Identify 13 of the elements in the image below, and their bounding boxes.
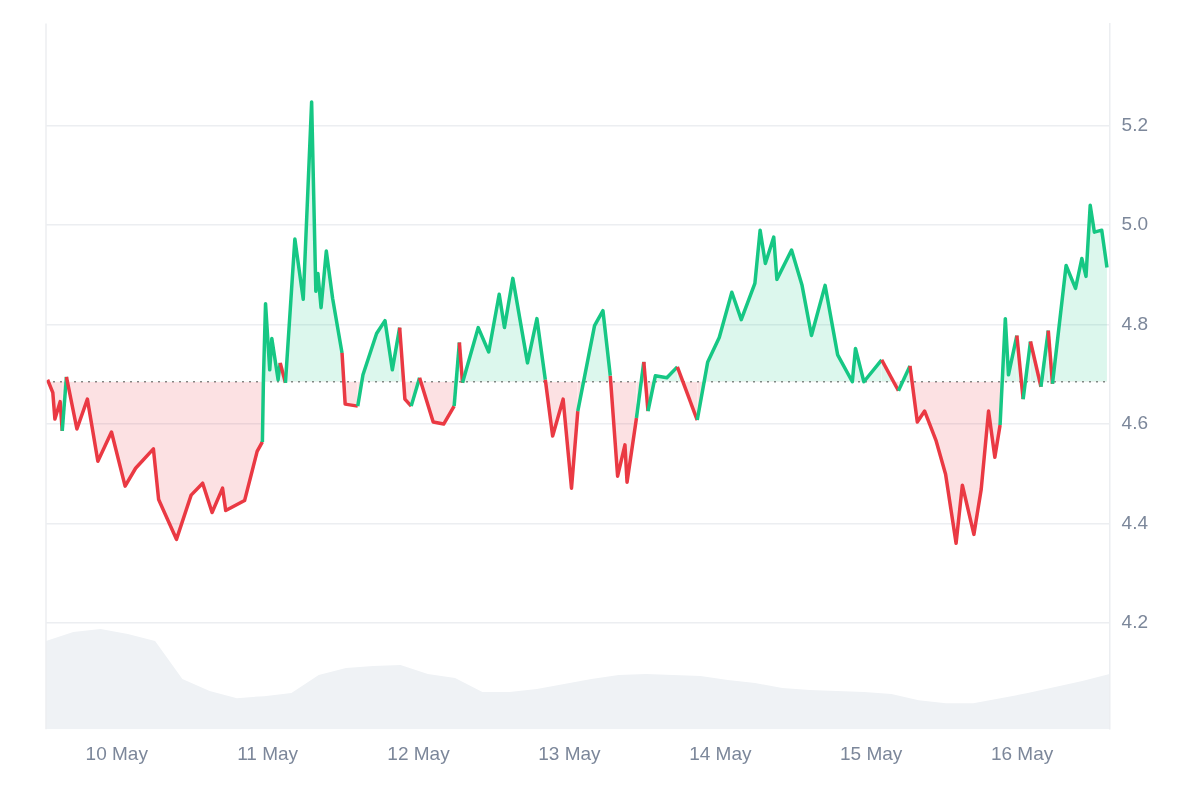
x-tick-label: 14 May [689,742,752,764]
y-tick-label: 4.4 [1121,511,1149,533]
x-tick-label: 15 May [840,742,903,764]
x-tick-label: 13 May [538,742,602,764]
y-tick-label: 5.0 [1121,213,1149,235]
x-tick-label: 10 May [85,742,149,764]
x-tick-label: 11 May [237,742,299,764]
y-tick-label: 4.6 [1121,412,1149,434]
y-tick-label: 4.2 [1121,611,1149,633]
y-tick-label: 5.2 [1121,114,1149,136]
x-tick-label: 16 May [990,742,1054,764]
x-tick-label: 12 May [387,742,451,764]
y-tick-label: 4.8 [1121,312,1149,334]
